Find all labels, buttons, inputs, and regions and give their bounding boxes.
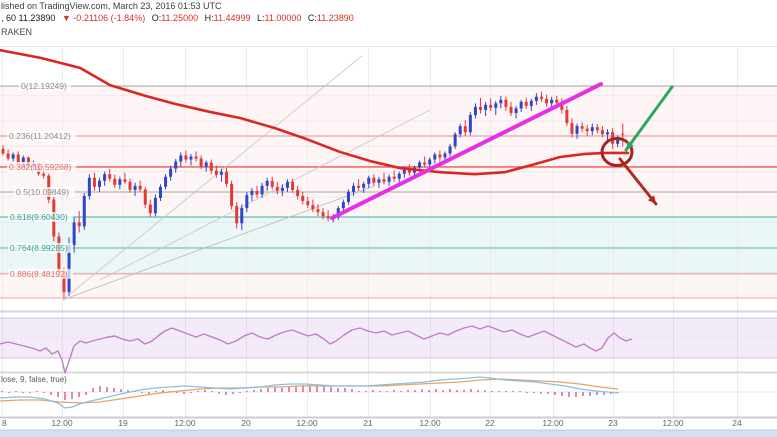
exchange-name: RAKEN — [1, 27, 33, 37]
close-value: 11.23890 — [316, 13, 354, 23]
macd-indicator-label: lose, 9, false, true) — [1, 375, 67, 384]
green-arrow — [624, 85, 674, 152]
svg-text:0.382(10.59268): 0.382(10.59268) — [9, 162, 72, 172]
svg-text:12:00: 12:00 — [542, 418, 564, 428]
macd-signal-line — [0, 378, 619, 404]
svg-text:12:00: 12:00 — [419, 418, 441, 428]
fibonacci-bands — [0, 86, 777, 298]
analysis-annotations — [600, 85, 674, 206]
publish-info: lished on TradingView.com, March 23, 201… — [1, 1, 222, 11]
symbol-interval-price: , 60 11.23890 — [1, 13, 56, 23]
time-axis[interactable]: 8 12:00 19 12:00 20 12:00 21 12:00 22 12:00 23 12:0… — [2, 418, 742, 428]
support-trendline-magenta — [330, 82, 603, 220]
svg-text:23: 23 — [608, 418, 618, 428]
candlestick-series — [1, 91, 625, 299]
svg-text:8: 8 — [2, 418, 7, 428]
quote-line: , 60 11.23890 ▼ -0.21106 (-1.84%) O:11.2… — [1, 13, 358, 24]
high-value: 11.44999 — [213, 13, 251, 23]
grid — [0, 46, 777, 417]
svg-text:22: 22 — [485, 418, 495, 428]
open-label: O: — [151, 13, 162, 23]
open-value: 11.25000 — [161, 13, 199, 23]
panel-separators — [0, 310, 777, 419]
svg-text:12:00: 12:00 — [174, 418, 196, 428]
macd-line — [0, 376, 619, 409]
svg-text:12:00: 12:00 — [296, 418, 318, 428]
magenta-trendline — [330, 82, 603, 220]
macd-panel — [0, 376, 777, 409]
svg-text:0.5(10.09849): 0.5(10.09849) — [16, 187, 69, 197]
low-value: 11.00000 — [264, 13, 302, 23]
low-label: L: — [257, 13, 265, 23]
svg-text:19: 19 — [118, 418, 128, 428]
svg-text:20: 20 — [241, 418, 251, 428]
red-moving-average — [0, 48, 630, 176]
green-arrowhead — [626, 141, 634, 150]
svg-text:12:00: 12:00 — [51, 418, 73, 428]
old-trendline-2 — [99, 109, 431, 281]
red-arrow — [618, 157, 658, 206]
svg-text:0.236(11.20412): 0.236(11.20412) — [9, 131, 71, 141]
svg-text:0.886(8.48192): 0.886(8.48192) — [10, 269, 68, 279]
rsi-line — [0, 325, 633, 374]
highlight-circle — [600, 137, 634, 167]
svg-text:21: 21 — [363, 418, 373, 428]
trendlines — [62, 55, 431, 301]
old-trendline-3 — [62, 55, 363, 301]
close-label: C: — [307, 13, 317, 23]
bottom-bar — [0, 429, 777, 437]
svg-text:0(12.19249): 0(12.19249) — [21, 81, 67, 91]
fibonacci-labels: 0(12.19249) 0.236(11.20412) 0.382(10.59268… — [7, 81, 77, 279]
high-label: H: — [204, 13, 214, 23]
svg-text:12:00: 12:00 — [662, 418, 684, 428]
svg-text:24: 24 — [732, 418, 742, 428]
svg-text:0.618(9.60430): 0.618(9.60430) — [10, 212, 68, 222]
old-trendline-1 — [62, 185, 376, 301]
change-value: ▼ -0.21106 (-1.84%) — [61, 13, 146, 23]
svg-text:0.764(8.99285): 0.764(8.99285) — [10, 243, 68, 253]
red-arrowhead — [647, 195, 656, 204]
rsi-panel — [0, 317, 777, 374]
